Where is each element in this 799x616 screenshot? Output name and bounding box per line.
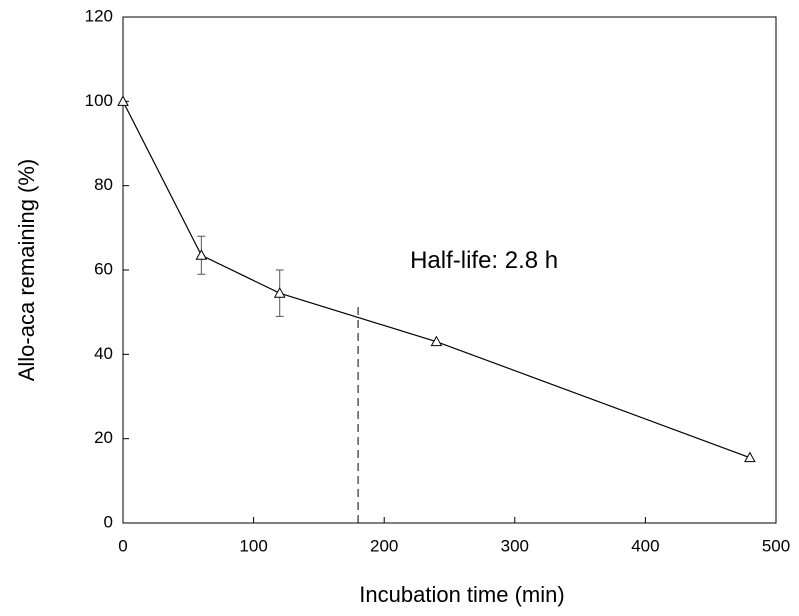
marker (117, 95, 129, 106)
x-tick-label: 200 (370, 536, 398, 555)
marker (744, 451, 756, 463)
annotation: Half-life: 2.8 h (410, 247, 558, 274)
y-tick-label: 40 (94, 344, 113, 363)
marker (430, 335, 443, 347)
y-tick-label: 100 (85, 91, 113, 110)
x-tick-label: 300 (501, 536, 529, 555)
y-tick-label: 0 (104, 512, 113, 531)
x-tick-label: 100 (239, 536, 267, 555)
marker (273, 287, 286, 298)
y-tick-label: 60 (94, 259, 113, 278)
x-axis-title: Incubation time (min) (359, 582, 564, 607)
y-axis-title: Allo-aca remaining (%) (14, 159, 39, 382)
x-tick-label: 400 (631, 536, 659, 555)
y-tick-label: 20 (94, 428, 113, 447)
x-tick-label: 500 (762, 536, 790, 555)
x-tick-label: 0 (118, 536, 127, 555)
series-line (122, 101, 751, 459)
y-tick-label: 120 (85, 6, 113, 25)
marker (195, 249, 208, 260)
y-tick-label: 80 (94, 175, 113, 194)
